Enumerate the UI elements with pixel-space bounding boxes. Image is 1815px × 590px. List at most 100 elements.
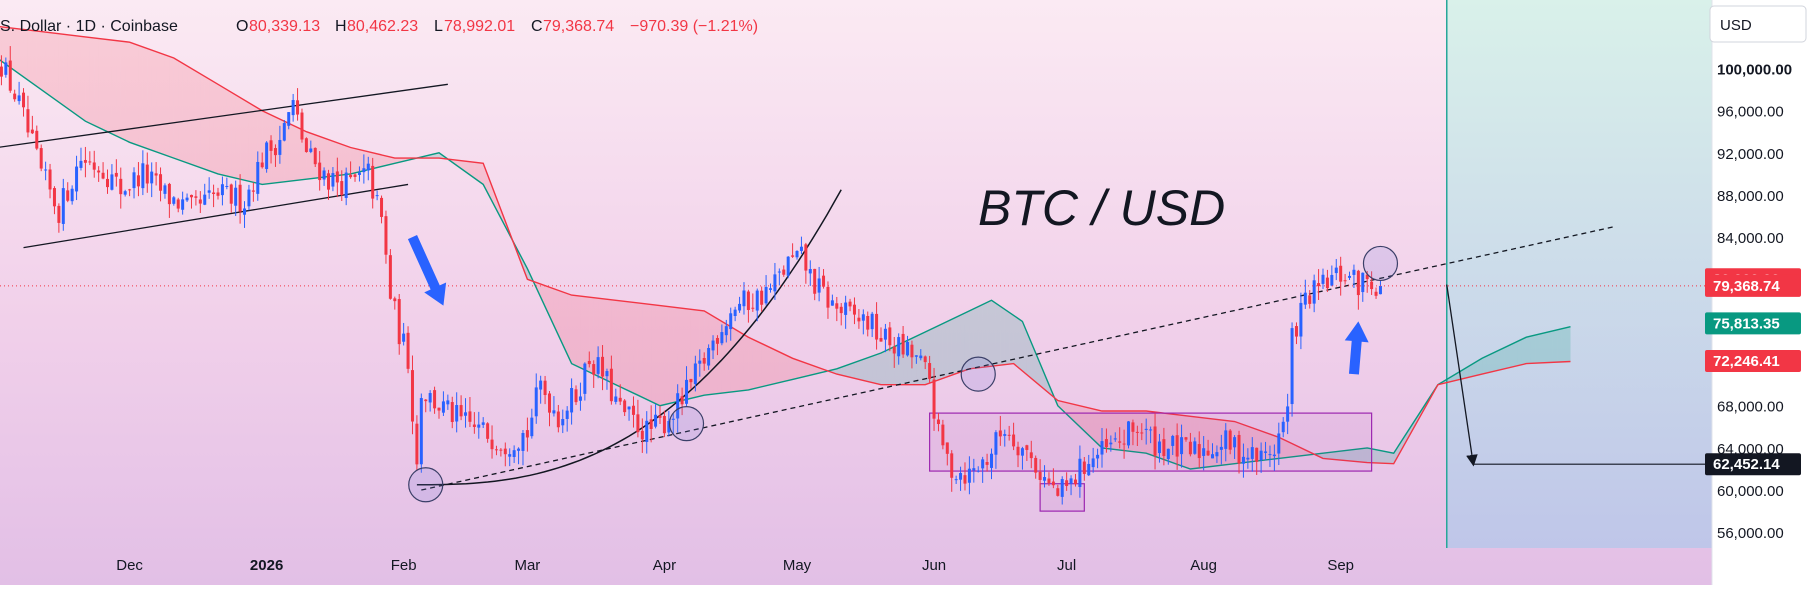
candle-body bbox=[1051, 481, 1055, 486]
candle-body bbox=[265, 142, 269, 170]
cloud-fill bbox=[593, 297, 599, 377]
candle-body bbox=[1228, 430, 1232, 450]
candle-body bbox=[1091, 458, 1095, 468]
candle-body bbox=[822, 275, 826, 287]
cloud-fill bbox=[1, 26, 6, 65]
candle-body bbox=[198, 199, 202, 204]
time-tick-label: Dec bbox=[116, 557, 143, 574]
candle-body bbox=[857, 317, 861, 322]
candle-body bbox=[667, 420, 671, 433]
cloud-fill bbox=[629, 301, 634, 394]
candle-body bbox=[181, 199, 185, 210]
cloud-fill bbox=[41, 31, 46, 93]
candle-body bbox=[159, 174, 163, 191]
cloud-fill bbox=[359, 149, 364, 172]
cloud-fill bbox=[567, 293, 572, 364]
candle-body bbox=[1334, 267, 1338, 274]
highlight-circle bbox=[1362, 245, 1399, 282]
cloud-fill bbox=[1482, 356, 1487, 375]
candle-body bbox=[782, 269, 786, 275]
cloud-fill bbox=[67, 34, 73, 112]
candle-body bbox=[543, 380, 547, 396]
cloud-fill bbox=[1464, 366, 1469, 379]
candle-body bbox=[499, 449, 503, 451]
cloud-fill bbox=[1473, 360, 1478, 377]
cloud-fill bbox=[757, 341, 762, 388]
candle-body bbox=[592, 364, 596, 375]
cloud-fill bbox=[218, 84, 223, 175]
candle-body bbox=[1330, 274, 1334, 286]
cloud-fill bbox=[164, 54, 170, 157]
candle-body bbox=[150, 171, 154, 184]
time-tick-label: Sep bbox=[1327, 557, 1354, 574]
candle-body bbox=[596, 357, 600, 374]
candle-body bbox=[327, 173, 330, 190]
cloud-fill bbox=[766, 345, 771, 386]
candle-body bbox=[1166, 448, 1170, 460]
candle-body bbox=[441, 401, 445, 413]
candle-body bbox=[44, 169, 48, 171]
cloud-fill bbox=[973, 306, 979, 369]
cloud-fill bbox=[584, 296, 590, 373]
cloud-fill bbox=[288, 123, 294, 182]
candle-body bbox=[1140, 432, 1144, 434]
cloud-fill bbox=[699, 310, 705, 397]
currency-button[interactable]: USD bbox=[1709, 5, 1807, 43]
candle-body bbox=[1246, 457, 1250, 460]
cloud-fill bbox=[761, 343, 767, 387]
candle-body bbox=[212, 192, 216, 195]
candle-body bbox=[428, 393, 432, 403]
candle-body bbox=[1268, 454, 1272, 456]
candle-body bbox=[1339, 265, 1343, 282]
time-tick-label: Jun bbox=[922, 557, 946, 574]
candle-body bbox=[393, 298, 397, 302]
cloud-fill bbox=[1517, 339, 1522, 366]
cloud-fill bbox=[355, 148, 360, 173]
candle-body bbox=[145, 164, 149, 184]
cloud-fill bbox=[682, 308, 687, 401]
cloud-fill bbox=[1141, 411, 1147, 454]
cloud-fill bbox=[222, 86, 227, 176]
candle-body bbox=[154, 173, 158, 176]
cloud-fill bbox=[125, 41, 130, 143]
candle-body bbox=[777, 271, 781, 273]
cloud-fill bbox=[200, 73, 205, 170]
cloud-fill bbox=[111, 40, 117, 136]
cloud-fill bbox=[1384, 451, 1390, 464]
cloud-fill bbox=[876, 353, 881, 385]
candle-body bbox=[318, 162, 322, 181]
price-tick-label: 92,000.00 bbox=[1717, 146, 1784, 163]
cloud-fill bbox=[730, 326, 736, 393]
candle-body bbox=[344, 172, 348, 198]
candle-body bbox=[30, 129, 34, 134]
candle-body bbox=[1237, 434, 1241, 464]
candle-body bbox=[66, 190, 70, 201]
close-label: C bbox=[531, 18, 543, 35]
cloud-fill bbox=[969, 308, 974, 369]
candle-body bbox=[225, 185, 229, 187]
candle-body bbox=[861, 314, 865, 321]
candle-body bbox=[278, 139, 282, 155]
candle-body bbox=[627, 406, 631, 410]
candle-body bbox=[1211, 454, 1214, 459]
cloud-fill bbox=[1367, 447, 1372, 463]
time-tick-label: Mar bbox=[514, 557, 540, 574]
cloud-fill bbox=[788, 356, 793, 381]
cloud-fill bbox=[1451, 374, 1456, 382]
candle-body bbox=[503, 448, 507, 455]
cloud-fill bbox=[1495, 349, 1500, 371]
cloud-fill bbox=[947, 319, 952, 377]
cloud-fill bbox=[469, 161, 475, 179]
cloud-fill bbox=[845, 364, 851, 378]
candle-body bbox=[291, 100, 295, 116]
cloud-fill bbox=[620, 300, 625, 389]
candle-body bbox=[216, 192, 220, 196]
projection-arrow bbox=[1446, 284, 1478, 467]
cloud-fill bbox=[978, 304, 983, 368]
candle-body bbox=[472, 424, 476, 427]
cloud-fill bbox=[858, 359, 864, 381]
cloud-fill bbox=[142, 46, 148, 149]
candle-body bbox=[760, 290, 764, 305]
time-axis[interactable]: Dec 2026 Feb Mar Apr May Jun Jul Aug Sep bbox=[116, 557, 1354, 574]
